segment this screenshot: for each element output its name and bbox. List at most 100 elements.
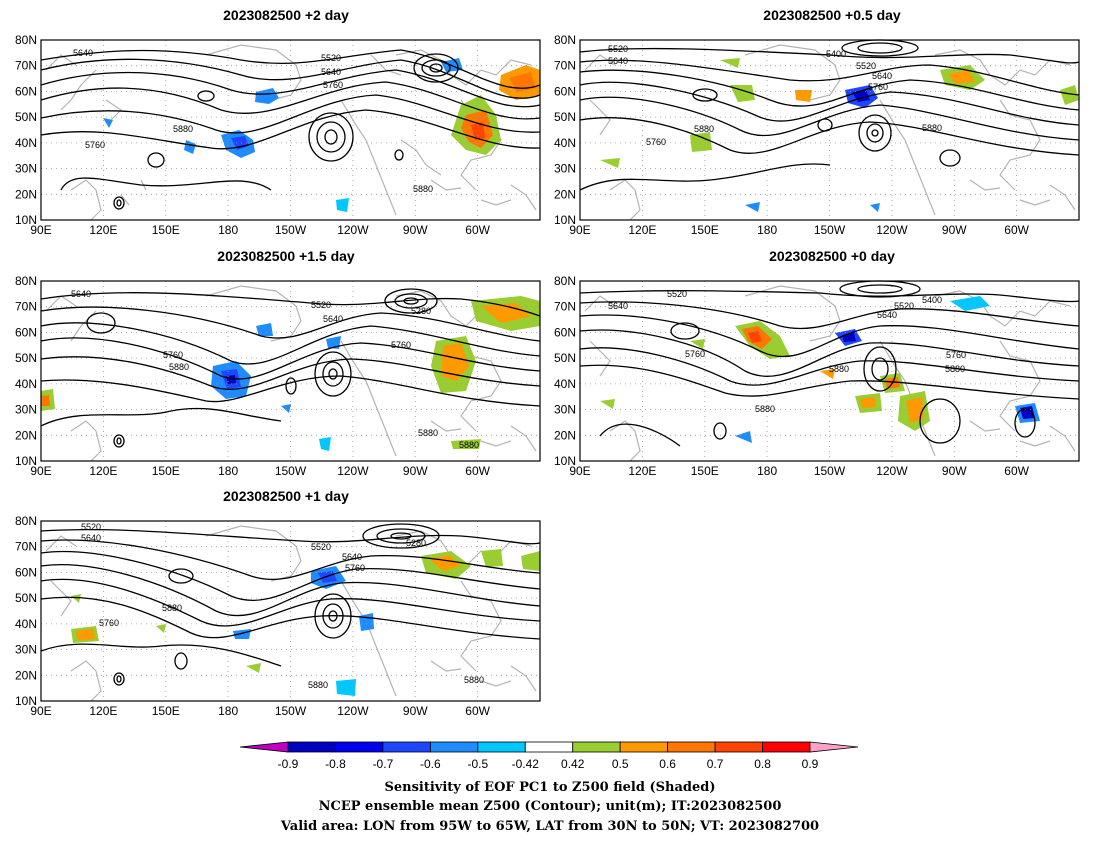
lon-tick-label: 60W: [465, 223, 490, 237]
svg-text:5760: 5760: [99, 618, 119, 628]
svg-text:5760: 5760: [345, 563, 365, 573]
caption-line-3: Valid area: LON from 95W to 65W, LAT fro…: [280, 819, 819, 834]
lon-tick-label: 90E: [30, 704, 51, 718]
colorbar-label: -0.7: [373, 757, 394, 771]
colorbar-segment: [714, 741, 763, 753]
lat-tick-label: 20N: [15, 668, 37, 682]
graticule: [41, 521, 540, 701]
colorbar-segment: [619, 741, 669, 753]
svg-text:5880: 5880: [413, 184, 433, 194]
svg-text:5880: 5880: [459, 440, 479, 450]
colorbar-label: -0.5: [467, 757, 488, 771]
lat-tick-label: 30N: [554, 162, 576, 176]
lat-tick-label: 70N: [554, 59, 576, 73]
lat-tick-label: 30N: [15, 162, 37, 176]
svg-text:5880: 5880: [945, 364, 965, 374]
svg-text:5280: 5280: [406, 538, 426, 548]
lat-tick-label: 40N: [15, 377, 37, 391]
svg-text:5880: 5880: [308, 680, 328, 690]
graticule: [580, 281, 1079, 461]
panel-title: 2023082500 +1.5 day: [217, 248, 355, 264]
lon-tick-label: 150E: [152, 704, 180, 718]
lon-tick-label: 90W: [942, 223, 967, 237]
lat-tick-label: 10N: [15, 213, 37, 227]
colorbar: -0.9 -0.8 -0.7 -0.6 -0.5 -0.42 0.42 0.5 0.6 0.7 0.…: [239, 741, 859, 771]
lon-tick-label: 150W: [814, 464, 846, 478]
svg-text:5640: 5640: [872, 71, 892, 81]
lat-tick-label: 70N: [15, 59, 37, 73]
longitude-labels: 90E 120E 150E 180 150W 120W 90W 60W: [569, 223, 1029, 237]
lon-tick-label: 120E: [628, 223, 656, 237]
colorbar-left-arrow: [239, 741, 289, 753]
lon-tick-label: 60W: [465, 464, 490, 478]
lon-tick-label: 150W: [275, 464, 307, 478]
lon-tick-label: 120W: [876, 464, 908, 478]
lon-tick-label: 150E: [152, 223, 180, 237]
lat-tick-label: 50N: [15, 351, 37, 365]
sensitivity-shading: [103, 58, 540, 212]
panel-plus-2-day: 2023082500 +2 day: [15, 7, 541, 237]
lat-tick-label: 70N: [15, 540, 37, 554]
panel-title: 2023082500 +2 day: [223, 7, 349, 23]
colorbar-segment: [287, 741, 336, 753]
svg-text:5640: 5640: [71, 289, 91, 299]
caption-line-1: Sensitivity of EOF PC1 to Z500 field (Sh…: [384, 780, 715, 795]
latitude-labels: 80N 70N 60N 50N 40N 30N 20N 10N: [554, 274, 576, 468]
z500-contours: [579, 39, 1080, 191]
lat-tick-label: 10N: [554, 454, 576, 468]
map-frame: [40, 520, 541, 702]
lon-tick-label: 150E: [691, 223, 719, 237]
svg-text:5400: 5400: [922, 295, 942, 305]
colorbar-segment: [524, 741, 574, 753]
lat-tick-label: 60N: [15, 565, 37, 579]
colorbar-label: 0.42: [561, 757, 585, 771]
map-frame: [579, 39, 1080, 221]
map-frame: [40, 39, 541, 221]
svg-text:5640: 5640: [81, 533, 101, 543]
panel-plus-1-day: 2023082500 +1 day: [15, 488, 541, 718]
svg-text:5880: 5880: [418, 428, 438, 438]
lon-tick-label: 120W: [337, 223, 369, 237]
svg-text:5880: 5880: [464, 675, 484, 685]
lon-tick-label: 120E: [89, 704, 117, 718]
lat-tick-label: 60N: [15, 84, 37, 98]
longitude-labels: 90E 120E 150E 180 150W 120W 90W 60W: [569, 464, 1029, 478]
coastlines: [584, 44, 1076, 221]
colorbar-label: 0.5: [612, 757, 629, 771]
lon-tick-label: 90W: [403, 704, 428, 718]
svg-text:5880: 5880: [922, 123, 942, 133]
z500-contours: [40, 523, 541, 686]
lon-tick-label: 60W: [465, 704, 490, 718]
longitude-labels: 90E 120E 150E 180 150W 120W 90W 60W: [30, 223, 490, 237]
lat-tick-label: 10N: [15, 454, 37, 468]
lon-tick-label: 90W: [403, 223, 428, 237]
lat-tick-label: 50N: [554, 351, 576, 365]
lon-tick-label: 180: [757, 464, 777, 478]
colorbar-label: -0.9: [278, 757, 299, 771]
svg-text:5400: 5400: [826, 49, 846, 59]
colorbar-label: 0.9: [802, 757, 819, 771]
longitude-labels: 90E 120E 150E 180 150W 120W 90W 60W: [30, 704, 490, 718]
svg-text:5760: 5760: [323, 80, 343, 90]
lon-tick-label: 120W: [337, 464, 369, 478]
caption: Sensitivity of EOF PC1 to Z500 field (Sh…: [280, 780, 819, 834]
colorbar-segment: [762, 741, 811, 753]
colorbar-label: -0.42: [512, 757, 540, 771]
svg-text:5640: 5640: [877, 310, 897, 320]
lon-tick-label: 90E: [569, 464, 590, 478]
colorbar-segment: [382, 741, 431, 753]
latitude-labels: 80N 70N 60N 50N 40N 30N 20N 10N: [15, 514, 37, 708]
colorbar-label: 0.6: [659, 757, 676, 771]
panel-title: 2023082500 +1 day: [223, 488, 349, 504]
lat-tick-label: 10N: [15, 694, 37, 708]
colorbar-segment: [667, 741, 716, 753]
contour-labels: 5520 5640 5400 5520 5640 5760 5880 5760 …: [608, 44, 942, 147]
lon-tick-label: 120E: [89, 464, 117, 478]
svg-text:5760: 5760: [85, 140, 105, 150]
lat-tick-label: 60N: [554, 325, 576, 339]
panel-plus-0.5-day: 2023082500 +0.5 day: [554, 7, 1080, 237]
lat-tick-label: 50N: [15, 110, 37, 124]
colorbar-segment: [335, 741, 384, 753]
lat-tick-label: 80N: [554, 33, 576, 47]
lon-tick-label: 150W: [275, 704, 307, 718]
